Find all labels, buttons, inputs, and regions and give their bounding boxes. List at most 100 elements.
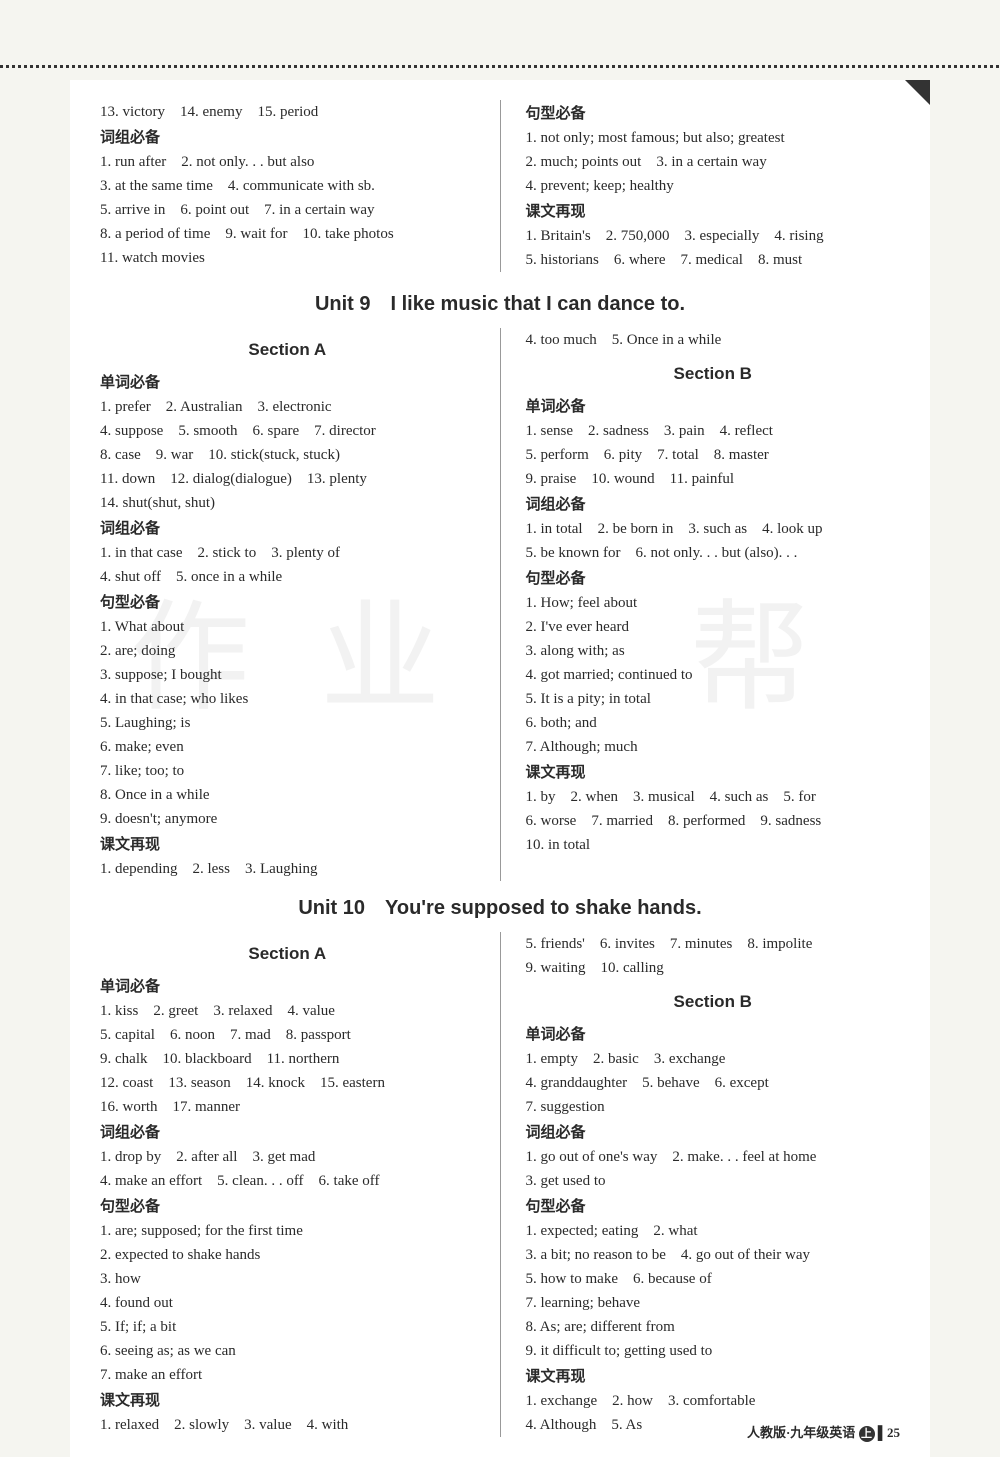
text-line: 7. like; too; to [100, 759, 475, 783]
text-line: 6. seeing as; as we can [100, 1339, 475, 1363]
unit-9-title: Unit 9 I like music that I can dance to. [100, 287, 900, 316]
top-section: 13. victory 14. enemy 15. period 词组必备 1.… [100, 100, 900, 272]
section-a-title: Section A [100, 940, 475, 967]
heading: 单词必备 [100, 371, 475, 395]
text-line: 2. expected to shake hands [100, 1243, 475, 1267]
text-line: 7. make an effort [100, 1363, 475, 1387]
text-line: 4. too much 5. Once in a while [526, 328, 901, 352]
heading: 句型必备 [100, 1195, 475, 1219]
text-line: 1. exchange 2. how 3. comfortable [526, 1389, 901, 1413]
unit-10-section-a: Section A 单词必备 1. kiss 2. greet 3. relax… [100, 932, 475, 1437]
text-line: 6. both; and [526, 711, 901, 735]
text-line: 5. If; if; a bit [100, 1315, 475, 1339]
heading: 句型必备 [100, 591, 475, 615]
text-line: 3. suppose; I bought [100, 663, 475, 687]
text-line: 3. along with; as [526, 639, 901, 663]
text-line: 5. be known for 6. not only. . . but (al… [526, 541, 901, 565]
text-line: 4. in that case; who likes [100, 687, 475, 711]
text-line: 1. How; feel about [526, 591, 901, 615]
unit-9-section-a: Section A 单词必备 1. prefer 2. Australian 3… [100, 328, 475, 881]
heading: 句型必备 [526, 567, 901, 591]
text-line: 5. friends' 6. invites 7. minutes 8. imp… [526, 932, 901, 956]
heading: 词组必备 [526, 493, 901, 517]
heading: 课文再现 [526, 1365, 901, 1389]
text-line: 1. by 2. when 3. musical 4. such as 5. f… [526, 785, 901, 809]
heading: 课文再现 [526, 200, 901, 224]
text-line: 1. relaxed 2. slowly 3. value 4. with [100, 1413, 475, 1437]
text-line: 5. capital 6. noon 7. mad 8. passport [100, 1023, 475, 1047]
text-line: 8. As; are; different from [526, 1315, 901, 1339]
text-line: 16. worth 17. manner [100, 1095, 475, 1119]
text-line: 9. it difficult to; getting used to [526, 1339, 901, 1363]
heading: 词组必备 [526, 1121, 901, 1145]
text-line: 1. What about [100, 615, 475, 639]
text-line: 8. Once in a while [100, 783, 475, 807]
text-line: 1. not only; most famous; but also; grea… [526, 126, 901, 150]
text-line: 13. victory 14. enemy 15. period [100, 100, 475, 124]
column-divider [500, 328, 501, 881]
text-line: 8. a period of time 9. wait for 10. take… [100, 222, 475, 246]
text-line: 12. coast 13. season 14. knock 15. easte… [100, 1071, 475, 1095]
text-line: 4. suppose 5. smooth 6. spare 7. directo… [100, 419, 475, 443]
text-line: 3. a bit; no reason to be 4. go out of t… [526, 1243, 901, 1267]
heading: 单词必备 [526, 1023, 901, 1047]
text-line: 1. Britain's 2. 750,000 3. especially 4.… [526, 224, 901, 248]
text-line: 2. I've ever heard [526, 615, 901, 639]
text-line: 1. run after 2. not only. . . but also [100, 150, 475, 174]
text-line: 1. kiss 2. greet 3. relaxed 4. value [100, 999, 475, 1023]
heading: 词组必备 [100, 1121, 475, 1145]
text-line: 7. suggestion [526, 1095, 901, 1119]
unit-10-body: Section A 单词必备 1. kiss 2. greet 3. relax… [100, 932, 900, 1437]
text-line: 14. shut(shut, shut) [100, 491, 475, 515]
heading: 句型必备 [526, 102, 901, 126]
top-right-col: 句型必备 1. not only; most famous; but also;… [526, 100, 901, 272]
unit-9-body: Section A 单词必备 1. prefer 2. Australian 3… [100, 328, 900, 881]
text-line: 5. It is a pity; in total [526, 687, 901, 711]
heading: 单词必备 [100, 975, 475, 999]
text-line: 9. chalk 10. blackboard 11. northern [100, 1047, 475, 1071]
text-line: 1. are; supposed; for the first time [100, 1219, 475, 1243]
text-line: 4. shut off 5. once in a while [100, 565, 475, 589]
text-line: 3. get used to [526, 1169, 901, 1193]
text-line: 1. in that case 2. stick to 3. plenty of [100, 541, 475, 565]
text-line: 7. Although; much [526, 735, 901, 759]
heading: 课文再现 [526, 761, 901, 785]
top-left-col: 13. victory 14. enemy 15. period 词组必备 1.… [100, 100, 475, 272]
text-line: 4. prevent; keep; healthy [526, 174, 901, 198]
text-line: 5. Laughing; is [100, 711, 475, 735]
unit-9-section-b: 4. too much 5. Once in a while Section B… [526, 328, 901, 881]
section-b-title: Section B [526, 360, 901, 387]
text-line: 4. got married; continued to [526, 663, 901, 687]
text-line: 1. empty 2. basic 3. exchange [526, 1047, 901, 1071]
text-line: 1. in total 2. be born in 3. such as 4. … [526, 517, 901, 541]
text-line: 1. go out of one's way 2. make. . . feel… [526, 1145, 901, 1169]
heading: 课文再现 [100, 833, 475, 857]
text-line: 5. historians 6. where 7. medical 8. mus… [526, 248, 901, 272]
section-a-title: Section A [100, 336, 475, 363]
text-line: 5. arrive in 6. point out 7. in a certai… [100, 198, 475, 222]
text-line: 7. learning; behave [526, 1291, 901, 1315]
text-line: 5. how to make 6. because of [526, 1267, 901, 1291]
text-line: 2. are; doing [100, 639, 475, 663]
text-line: 6. make; even [100, 735, 475, 759]
text-line: 9. waiting 10. calling [526, 956, 901, 980]
text-line: 1. expected; eating 2. what [526, 1219, 901, 1243]
unit-10-title: Unit 10 You're supposed to shake hands. [100, 891, 900, 920]
top-dashed-border [0, 65, 1000, 68]
section-b-title: Section B [526, 988, 901, 1015]
unit-10-section-b: 5. friends' 6. invites 7. minutes 8. imp… [526, 932, 901, 1437]
text-line: 1. sense 2. sadness 3. pain 4. reflect [526, 419, 901, 443]
text-line: 11. watch movies [100, 246, 475, 270]
heading: 课文再现 [100, 1389, 475, 1413]
text-line: 1. drop by 2. after all 3. get mad [100, 1145, 475, 1169]
column-divider [500, 100, 501, 272]
text-line: 11. down 12. dialog(dialogue) 13. plenty [100, 467, 475, 491]
text-line: 4. granddaughter 5. behave 6. except [526, 1071, 901, 1095]
page: 作 业 帮 13. victory 14. enemy 15. period 词… [70, 80, 930, 1457]
heading: 词组必备 [100, 126, 475, 150]
text-line: 10. in total [526, 833, 901, 857]
text-line: 2. much; points out 3. in a certain way [526, 150, 901, 174]
text-line: 8. case 9. war 10. stick(stuck, stuck) [100, 443, 475, 467]
text-line: 1. depending 2. less 3. Laughing [100, 857, 475, 881]
text-line: 6. worse 7. married 8. performed 9. sadn… [526, 809, 901, 833]
